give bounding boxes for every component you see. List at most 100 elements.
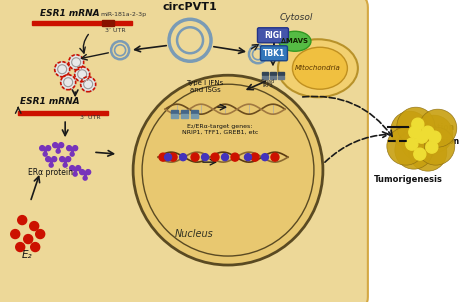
Circle shape <box>66 157 71 162</box>
Circle shape <box>416 131 428 143</box>
Bar <box>270 76 276 79</box>
Circle shape <box>49 163 53 167</box>
Text: Activation: Activation <box>411 123 455 132</box>
Text: Smad: Smad <box>261 79 275 84</box>
Circle shape <box>16 243 25 252</box>
Circle shape <box>231 153 239 161</box>
Circle shape <box>429 131 441 143</box>
Circle shape <box>11 230 20 239</box>
Text: 3’ UTR: 3’ UTR <box>80 115 101 120</box>
Text: ESR1 mRNA: ESR1 mRNA <box>20 97 80 106</box>
Circle shape <box>419 109 457 147</box>
Circle shape <box>59 157 65 162</box>
Circle shape <box>53 143 58 148</box>
Circle shape <box>70 165 75 171</box>
Circle shape <box>46 157 51 162</box>
Circle shape <box>414 148 426 160</box>
Circle shape <box>46 146 51 151</box>
Ellipse shape <box>279 31 311 51</box>
Circle shape <box>422 126 434 138</box>
Circle shape <box>191 153 199 161</box>
Bar <box>270 72 276 75</box>
Bar <box>262 72 268 75</box>
Circle shape <box>221 154 228 161</box>
Text: TBK1: TBK1 <box>263 49 285 58</box>
Bar <box>191 110 198 114</box>
Circle shape <box>391 111 429 149</box>
Circle shape <box>30 222 39 230</box>
Circle shape <box>179 154 186 161</box>
Bar <box>32 21 132 25</box>
Text: miR-181a-2-3p: miR-181a-2-3p <box>100 12 146 17</box>
Bar <box>278 76 284 79</box>
Circle shape <box>51 157 57 162</box>
Circle shape <box>211 153 219 161</box>
Circle shape <box>426 141 438 153</box>
Circle shape <box>397 107 435 145</box>
Text: Nucleus: Nucleus <box>175 229 214 239</box>
Bar <box>181 110 188 114</box>
Circle shape <box>40 146 45 151</box>
Circle shape <box>395 131 433 169</box>
Circle shape <box>412 118 424 130</box>
Text: ESR1 mRNA: ESR1 mRNA <box>40 9 100 18</box>
Circle shape <box>271 153 279 161</box>
Circle shape <box>415 115 453 153</box>
Bar <box>18 111 108 115</box>
Circle shape <box>67 146 72 151</box>
Text: Cytosol: Cytosol <box>280 13 313 22</box>
Circle shape <box>55 62 70 77</box>
Text: Type I IFNs
and ISGs: Type I IFNs and ISGs <box>186 80 224 93</box>
Circle shape <box>401 123 439 161</box>
Circle shape <box>63 163 67 167</box>
Circle shape <box>409 133 447 171</box>
Bar <box>171 114 178 118</box>
Circle shape <box>159 153 167 161</box>
Bar <box>102 20 114 26</box>
Circle shape <box>387 127 425 165</box>
Text: circPVT1: circPVT1 <box>163 2 218 12</box>
Text: Tumorigenesis: Tumorigenesis <box>373 175 442 184</box>
Circle shape <box>165 154 171 161</box>
Circle shape <box>59 143 64 148</box>
Circle shape <box>251 153 259 161</box>
Circle shape <box>244 154 252 161</box>
Circle shape <box>43 152 47 156</box>
Circle shape <box>24 235 33 243</box>
Text: E₂: E₂ <box>22 250 33 260</box>
Bar <box>191 114 198 118</box>
Circle shape <box>73 146 78 151</box>
Circle shape <box>202 154 209 161</box>
Text: Mitochondria: Mitochondria <box>295 65 341 71</box>
Ellipse shape <box>293 47 347 89</box>
Circle shape <box>85 170 91 175</box>
Circle shape <box>56 149 60 153</box>
Circle shape <box>133 75 323 265</box>
FancyBboxPatch shape <box>0 0 368 302</box>
Circle shape <box>76 165 81 171</box>
Bar <box>181 114 188 118</box>
Circle shape <box>83 176 87 180</box>
Bar <box>262 76 268 79</box>
Circle shape <box>73 172 77 176</box>
Bar <box>171 110 178 114</box>
Text: RIGI: RIGI <box>264 31 282 40</box>
Circle shape <box>409 126 421 138</box>
Circle shape <box>31 243 40 252</box>
Circle shape <box>70 152 74 156</box>
Circle shape <box>61 75 76 90</box>
Circle shape <box>75 67 90 82</box>
Text: ∆MAVS: ∆MAVS <box>281 38 308 44</box>
Circle shape <box>36 230 45 239</box>
Text: Repression: Repression <box>411 137 459 146</box>
FancyBboxPatch shape <box>258 28 288 43</box>
Ellipse shape <box>278 39 358 97</box>
Text: 3’ UTR: 3’ UTR <box>105 28 126 33</box>
Circle shape <box>80 170 84 175</box>
Circle shape <box>18 216 27 225</box>
Circle shape <box>406 138 418 150</box>
Text: E₂/ERα-target genes:
NRIP1, TFF1, GREB1, etc: E₂/ERα-target genes: NRIP1, TFF1, GREB1,… <box>182 124 258 135</box>
Circle shape <box>81 77 96 92</box>
Circle shape <box>417 127 455 165</box>
Circle shape <box>68 55 84 70</box>
